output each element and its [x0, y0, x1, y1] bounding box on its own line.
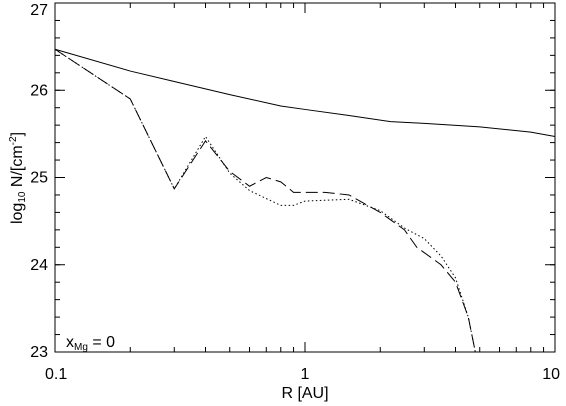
annotation-subscript: Mg — [74, 342, 88, 353]
annotation: xMg = 0 — [66, 334, 115, 353]
plot-frame — [54, 2, 556, 353]
y-label-close: ] — [9, 132, 26, 136]
x-axis-label: R [AU] — [281, 385, 328, 402]
data-line — [54, 48, 476, 353]
x-tick-label: 0.1 — [45, 366, 67, 383]
y-tick-label: 27 — [30, 2, 48, 19]
data-line — [54, 48, 476, 353]
y-label-superscript: -2 — [8, 136, 19, 145]
x-tick-label: 10 — [542, 366, 560, 383]
y-tick-label: 23 — [30, 344, 48, 361]
y-tick-label: 24 — [30, 257, 48, 274]
y-tick-label: 25 — [30, 170, 48, 187]
annotation-text: = 0 — [88, 334, 115, 351]
data-line — [54, 48, 556, 137]
y-label-subscript: 10 — [17, 191, 28, 203]
y-axis-label: log10 N/[cm-2] — [8, 132, 28, 224]
y-label-text: N/[cm — [9, 145, 26, 191]
x-tick-label: 1 — [301, 366, 310, 383]
y-tick-label: 26 — [30, 82, 48, 99]
y-label-base: log — [9, 203, 26, 224]
annotation-symbol: x — [66, 334, 74, 351]
